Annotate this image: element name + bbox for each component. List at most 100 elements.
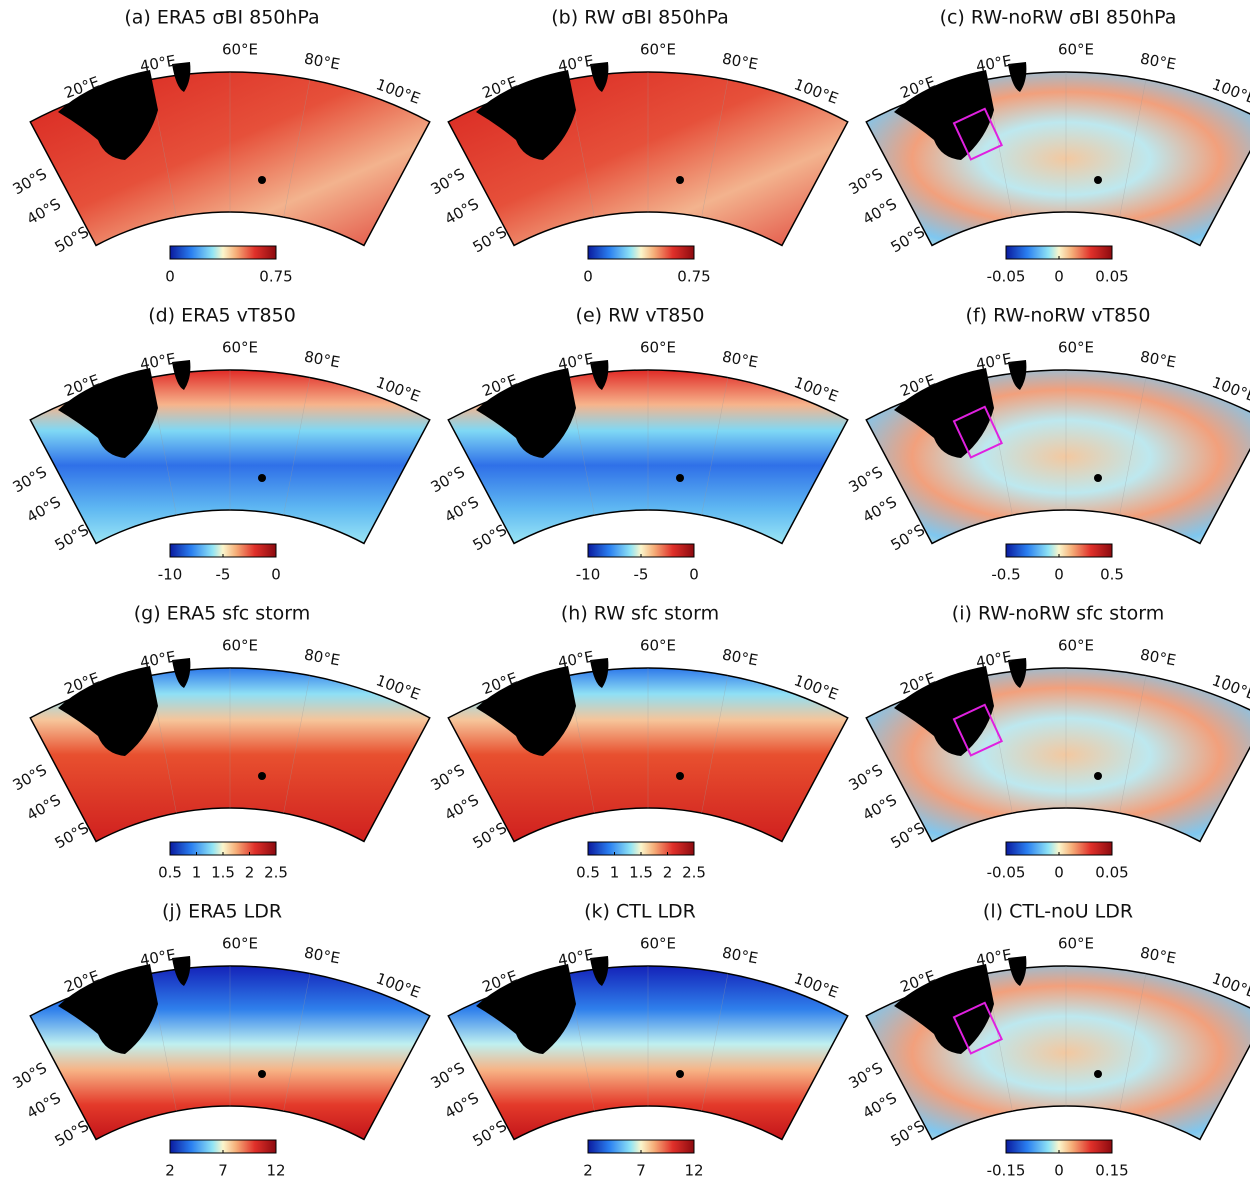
- region-box: [952, 405, 1004, 459]
- panel-title: (k) CTL LDR: [584, 901, 696, 923]
- colorbar-tick-label: 7: [636, 1162, 646, 1180]
- land: [476, 964, 576, 1054]
- colorbar-tick-label: 0: [583, 268, 593, 286]
- lon-label: 40°E: [557, 52, 596, 76]
- panel: (a) ERA5 σBI 850hPa20°E40°E60°E80°E100°E…: [10, 7, 431, 286]
- colorbar-tick-label: 0.5: [158, 864, 182, 882]
- lat-label: 40°S: [860, 791, 900, 825]
- lon-label: 60°E: [222, 41, 258, 59]
- colorbar-tick-label: 0.05: [1095, 864, 1128, 882]
- colorbar-tick-label: 0: [1054, 268, 1064, 286]
- lon-label: 60°E: [1058, 339, 1094, 357]
- lon-label: 60°E: [222, 339, 258, 357]
- land: [590, 956, 609, 986]
- lon-label: 80°E: [1139, 944, 1178, 968]
- lon-label: 60°E: [1058, 935, 1094, 953]
- lat-label: 40°S: [24, 195, 64, 229]
- colorbar-tick-label: -0.15: [987, 1162, 1026, 1180]
- colorbar-tick-label: -5: [634, 566, 649, 584]
- land: [172, 956, 191, 986]
- panel: (i) RW-noRW sfc storm20°E40°E60°E80°E100…: [846, 603, 1250, 882]
- lon-label: 40°E: [975, 648, 1014, 672]
- colorbar-tick-label: 1.5: [629, 864, 653, 882]
- lon-label: 80°E: [721, 944, 760, 968]
- lat-label: 40°S: [442, 195, 482, 229]
- land: [676, 176, 684, 184]
- lat-label: 30°S: [10, 165, 50, 199]
- land: [1008, 956, 1027, 986]
- panel: (g) ERA5 sfc storm20°E40°E60°E80°E100°E3…: [10, 603, 431, 882]
- lat-label: 30°S: [846, 761, 886, 795]
- colorbar-tick-label: 0: [1054, 566, 1064, 584]
- colorbar-tick-label: -0.05: [987, 864, 1026, 882]
- colorbar-tick-label: 1: [192, 864, 202, 882]
- graticule: [701, 79, 729, 218]
- colorbar-tick-label: 2: [583, 1162, 593, 1180]
- panel-title: (h) RW sfc storm: [561, 603, 719, 625]
- graticule: [283, 79, 311, 218]
- lon-label: 80°E: [303, 348, 342, 372]
- colorbar-tick-label: 2: [165, 1162, 175, 1180]
- panel-title: (j) ERA5 LDR: [162, 901, 282, 923]
- lon-label: 60°E: [640, 935, 676, 953]
- land: [894, 70, 994, 160]
- region-box: [952, 107, 1004, 161]
- lon-label: 80°E: [1139, 348, 1178, 372]
- land: [258, 772, 266, 780]
- lon-label: 80°E: [303, 944, 342, 968]
- colorbar-tick-label: 0: [165, 268, 175, 286]
- land: [58, 368, 158, 458]
- lon-label: 40°E: [139, 648, 178, 672]
- lat-label: 30°S: [428, 165, 468, 199]
- colorbar-tick-label: -5: [216, 566, 231, 584]
- lon-label: 40°E: [975, 52, 1014, 76]
- panel-title: (i) RW-noRW sfc storm: [952, 603, 1164, 625]
- graticule: [1119, 973, 1147, 1112]
- land: [894, 368, 994, 458]
- lat-label: 40°S: [860, 1089, 900, 1123]
- lat-label: 40°S: [442, 791, 482, 825]
- panel: (l) CTL-noU LDR20°E40°E60°E80°E100°E30°S…: [846, 901, 1250, 1180]
- land: [58, 964, 158, 1054]
- lon-label: 40°E: [139, 350, 178, 374]
- lat-label: 40°S: [442, 1089, 482, 1123]
- lon-label: 40°E: [975, 946, 1014, 970]
- colorbar-tick-label: 2: [245, 864, 255, 882]
- graticule: [283, 973, 311, 1112]
- lon-label: 40°E: [557, 648, 596, 672]
- panel: (h) RW sfc storm20°E40°E60°E80°E100°E30°…: [428, 603, 849, 882]
- lat-label: 30°S: [846, 1059, 886, 1093]
- lon-label: 60°E: [1058, 637, 1094, 655]
- colorbar-tick-label: 0: [689, 566, 699, 584]
- lon-label: 80°E: [303, 646, 342, 670]
- colorbar-tick-label: -10: [576, 566, 601, 584]
- colorbar-tick-label: 0.75: [259, 268, 292, 286]
- panel-title: (d) ERA5 vT850: [148, 305, 296, 327]
- panel: (j) ERA5 LDR20°E40°E60°E80°E100°E30°S40°…: [10, 901, 431, 1180]
- lat-label: 40°S: [860, 493, 900, 527]
- lat-label: 30°S: [846, 165, 886, 199]
- colorbar-tick-label: 12: [684, 1162, 703, 1180]
- colorbar-tick-label: 0: [1054, 1162, 1064, 1180]
- land: [894, 666, 994, 756]
- region-box: [952, 703, 1004, 757]
- lon-label: 60°E: [640, 339, 676, 357]
- land: [1094, 176, 1102, 184]
- panel: (f) RW-noRW vT85020°E40°E60°E80°E100°E30…: [846, 305, 1250, 584]
- lat-label: 30°S: [846, 463, 886, 497]
- land: [1094, 474, 1102, 482]
- panel-title: (c) RW-noRW σBI 850hPa: [940, 7, 1177, 29]
- lat-label: 40°S: [860, 195, 900, 229]
- lat-label: 40°S: [442, 493, 482, 527]
- land: [476, 368, 576, 458]
- lat-label: 30°S: [10, 761, 50, 795]
- lon-label: 80°E: [721, 50, 760, 74]
- land: [894, 964, 994, 1054]
- colorbar-tick-label: 1.5: [211, 864, 235, 882]
- colorbar: [587, 245, 695, 260]
- lon-label: 60°E: [1058, 41, 1094, 59]
- graticule: [701, 377, 729, 516]
- lon-label: 80°E: [303, 50, 342, 74]
- colorbar-tick-label: 2.5: [264, 864, 288, 882]
- colorbar-tick-label: 1: [610, 864, 620, 882]
